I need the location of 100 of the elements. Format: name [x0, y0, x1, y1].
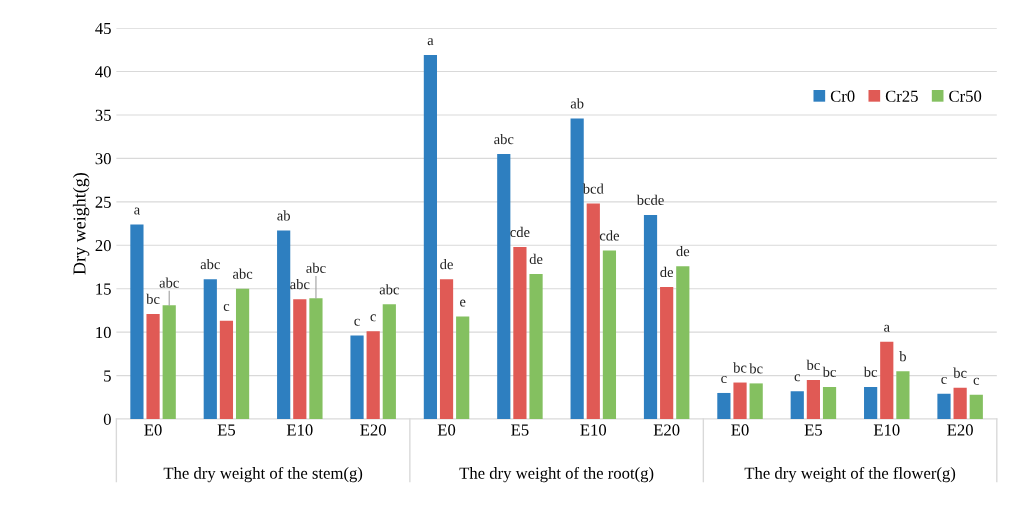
- bar: [309, 298, 323, 420]
- y-tick-label: 35: [95, 109, 111, 121]
- data-label: c: [721, 376, 727, 384]
- bar: [366, 331, 380, 420]
- x-tick-label: E5: [217, 424, 236, 436]
- bar: [423, 55, 438, 420]
- y-tick-label: 20: [95, 239, 111, 252]
- bar: [937, 393, 951, 420]
- bar: [277, 230, 291, 420]
- bar: [822, 386, 837, 420]
- bar: [806, 379, 820, 420]
- data-label: cde: [599, 230, 620, 241]
- data-label: cde: [510, 226, 530, 238]
- x-tick-label: E5: [804, 424, 822, 436]
- data-label: bc: [822, 366, 836, 377]
- data-label: bc: [863, 366, 878, 377]
- data-label: abc: [290, 278, 310, 290]
- y-tick-label: 25: [95, 196, 111, 208]
- bar: [717, 392, 731, 420]
- x-tick-label: E10: [580, 424, 607, 436]
- data-label: abc: [159, 277, 179, 288]
- x-tick-label: E10: [873, 424, 900, 436]
- data-label: c: [223, 303, 230, 311]
- bar: [676, 266, 690, 420]
- data-label: de: [529, 253, 543, 265]
- legend-label: Cr50: [949, 90, 982, 102]
- data-label: e: [460, 299, 466, 307]
- bar: [790, 391, 804, 420]
- data-label: c: [370, 314, 376, 322]
- data-label: de: [660, 266, 674, 278]
- y-tick-label: 0: [103, 413, 111, 425]
- bar: [602, 250, 617, 420]
- bar: [749, 383, 763, 420]
- data-label: bc: [953, 367, 967, 378]
- x-tick-label: E20: [360, 424, 386, 436]
- bar: [896, 371, 910, 420]
- data-label: abc: [232, 268, 253, 279]
- data-label: de: [676, 245, 690, 257]
- data-label: bcde: [636, 194, 664, 205]
- data-label: abc: [379, 284, 399, 295]
- data-label: abc: [200, 258, 220, 270]
- data-label: bc: [806, 359, 820, 371]
- y-tick-label: 5: [104, 370, 111, 382]
- x-tick-label: E0: [437, 424, 456, 436]
- bar: [570, 118, 584, 420]
- data-label: c: [941, 376, 947, 384]
- bar: [660, 286, 674, 420]
- x-tick-label: E0: [144, 424, 162, 436]
- bar: [864, 386, 878, 420]
- y-tick-label: 15: [96, 283, 111, 295]
- data-label: a: [134, 207, 140, 215]
- x-tick-label: E20: [653, 424, 680, 436]
- y-tick-label: 45: [95, 22, 111, 35]
- bar: [513, 247, 527, 420]
- data-label: a: [427, 38, 434, 46]
- bar: [350, 335, 364, 420]
- bar: [146, 313, 160, 420]
- bar: [953, 387, 967, 420]
- y-tick-label: 10: [96, 326, 111, 339]
- bar: [880, 341, 894, 420]
- data-label: abc: [306, 262, 326, 273]
- bar: [456, 316, 470, 420]
- data-label: a: [884, 324, 890, 332]
- text: The dry weight of the flower(g): [744, 466, 956, 483]
- y-axis-title: Dry weight(g): [72, 172, 90, 275]
- data-label: abc: [494, 133, 514, 145]
- data-label: bc: [146, 293, 160, 304]
- bar: [219, 320, 234, 420]
- data-label: bc: [749, 363, 763, 374]
- text: The dry weight of the root(g): [459, 466, 654, 483]
- bar: [130, 224, 144, 420]
- data-label: de: [440, 258, 453, 270]
- data-label: ab: [277, 210, 290, 221]
- bar: [969, 394, 983, 420]
- bar: [439, 279, 454, 420]
- x-tick-label: E0: [731, 424, 749, 436]
- bar: [382, 304, 396, 420]
- data-label: b: [899, 351, 906, 362]
- data-label: bc: [733, 362, 747, 373]
- x-tick-label: E5: [511, 424, 529, 436]
- data-label: c: [973, 377, 980, 385]
- y-tick-label: 30: [95, 153, 111, 165]
- text: The dry weight of the stem(g): [163, 466, 363, 483]
- bar: [235, 288, 250, 420]
- bar: [529, 273, 543, 420]
- bar: [586, 203, 600, 420]
- x-tick-label: E10: [286, 424, 313, 436]
- bar: [203, 279, 217, 420]
- data-label: c: [794, 374, 801, 382]
- bar: [643, 214, 658, 420]
- bar: [733, 382, 747, 420]
- bar: [162, 305, 176, 420]
- data-label: ab: [570, 98, 584, 109]
- legend-label: Cr25: [885, 90, 918, 102]
- bar: [497, 154, 511, 420]
- y-tick-label: 40: [95, 66, 111, 78]
- x-tick-label: E20: [947, 424, 973, 436]
- legend-label: Cr0: [830, 90, 855, 102]
- bar: [293, 299, 307, 420]
- data-label: c: [354, 318, 360, 326]
